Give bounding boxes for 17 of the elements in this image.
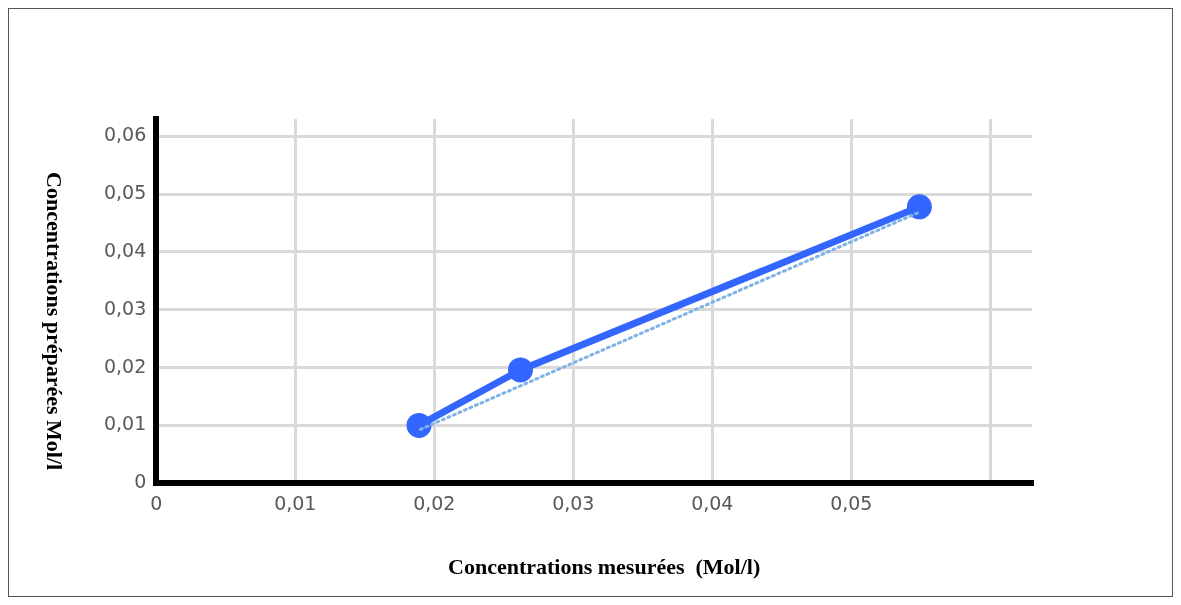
y-tick-label: 0,05 xyxy=(103,181,147,204)
y-tick-label: 0 xyxy=(134,470,147,493)
y-tick-label: 0,02 xyxy=(103,354,147,377)
y-tick-label: 0,04 xyxy=(103,238,147,261)
x-tick-label: 0,02 xyxy=(413,491,456,514)
x-tick-label: 0 xyxy=(150,491,163,514)
x-tick-label: 0,05 xyxy=(830,491,873,514)
x-tick-label: 0,01 xyxy=(274,491,317,514)
x-axis-title: Concentrations mesurées (Mol/l) xyxy=(448,553,761,579)
point xyxy=(507,357,533,383)
x-tick-label: 0,03 xyxy=(552,491,595,514)
y-tick-label: 0,06 xyxy=(103,123,147,146)
point xyxy=(906,194,932,220)
y-tick-label: 0,01 xyxy=(103,412,147,435)
y-tick-label: 0,03 xyxy=(103,296,147,319)
y-axis-title: Concentrations préparées Mol/l xyxy=(42,172,68,471)
x-tick-label: 0,04 xyxy=(691,491,734,514)
